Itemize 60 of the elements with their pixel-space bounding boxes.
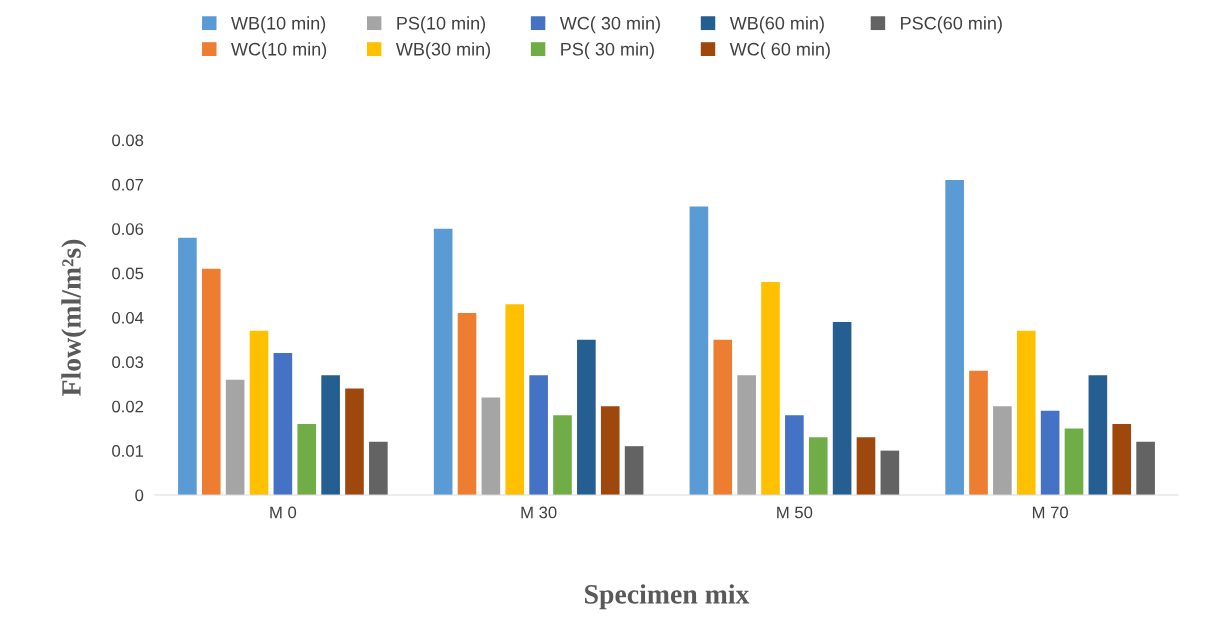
- bar: [832, 321, 852, 495]
- bar: [1040, 410, 1060, 495]
- y-tick-label: 0.06: [112, 223, 144, 235]
- bar: [1088, 375, 1108, 495]
- x-tick-label: M 0: [270, 506, 297, 519]
- y-tick-label: 0.08: [112, 134, 144, 147]
- bar: [201, 268, 221, 495]
- bar: [713, 339, 733, 495]
- bar: [505, 304, 525, 495]
- bar: [433, 228, 453, 495]
- bar: [856, 437, 876, 495]
- legend-label: WB(60 min): [729, 16, 824, 34]
- y-tick-label: 0.01: [112, 445, 144, 457]
- bar: [345, 388, 364, 495]
- bar: [249, 330, 269, 495]
- y-tick-label: 0.04: [112, 311, 144, 324]
- legend-label: WC( 30 min): [559, 16, 660, 34]
- legend-label: WB(30 min): [395, 42, 491, 60]
- bar: [1064, 428, 1084, 495]
- bar: [297, 424, 317, 495]
- bar: [225, 379, 245, 495]
- bar: [321, 375, 340, 495]
- bar: [993, 406, 1012, 495]
- bar: [785, 415, 804, 495]
- y-tick-label: 0: [135, 489, 144, 502]
- x-axis-title: Specimen mix: [585, 584, 750, 610]
- bar: [369, 441, 388, 495]
- bar: [457, 313, 477, 495]
- bar: [481, 397, 501, 495]
- bar: [689, 206, 709, 495]
- y-tick-label: 0.02: [112, 400, 144, 413]
- y-tick-label: 0.07: [112, 178, 144, 191]
- legend-label: WB(10 min): [231, 16, 326, 34]
- y-tick-label: 0.03: [112, 356, 144, 369]
- bar: [737, 375, 756, 495]
- x-tick-label: M 70: [1032, 506, 1068, 519]
- y-axis-title: Flow(ml/m²s): [61, 239, 87, 397]
- bar: [969, 370, 988, 495]
- x-tick-label: M 30: [521, 506, 557, 519]
- legend-label: PS( 30 min): [561, 42, 654, 60]
- bar: [553, 415, 572, 495]
- bar: [178, 237, 197, 495]
- x-tick-label: M 50: [777, 506, 813, 519]
- y-tick-label: 0.05: [112, 267, 144, 280]
- legend-label: PSC(60 min): [901, 16, 1002, 34]
- bar: [600, 406, 620, 495]
- bar: [1136, 441, 1155, 495]
- bar: [1112, 424, 1132, 495]
- bar: [529, 375, 548, 495]
- bar: [624, 446, 644, 495]
- legend-label: PS(10 min): [397, 16, 486, 34]
- legend-label: WC( 60 min): [729, 42, 830, 60]
- bar: [1016, 330, 1036, 495]
- bar: [577, 339, 596, 495]
- bar: [945, 179, 964, 495]
- legend-label: WC(10 min): [231, 42, 327, 60]
- bar: [808, 437, 828, 495]
- bar: [273, 353, 293, 495]
- bar: [761, 282, 780, 495]
- bar: [880, 450, 900, 495]
